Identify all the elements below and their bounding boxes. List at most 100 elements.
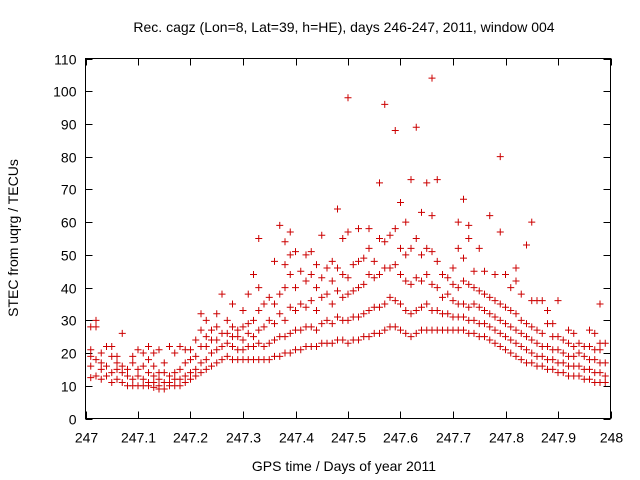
data-point (575, 339, 583, 347)
data-point (155, 375, 163, 383)
data-point (155, 346, 163, 354)
data-point (491, 313, 499, 321)
data-point (97, 349, 105, 357)
data-point (328, 339, 336, 347)
y-axis-label: STEC from uqrg / TECUs (5, 159, 21, 317)
data-point (433, 176, 441, 184)
data-point (376, 179, 383, 187)
plot-frame (85, 58, 611, 419)
data-point (271, 257, 278, 265)
data-point (229, 323, 236, 331)
data-point (586, 365, 593, 373)
data-point (250, 333, 257, 341)
data-point (202, 343, 210, 350)
data-point (370, 257, 378, 265)
data-point (92, 356, 100, 364)
data-point (87, 362, 95, 370)
data-point (496, 228, 504, 236)
data-point (491, 271, 499, 278)
data-point (297, 300, 305, 308)
data-point (234, 326, 242, 334)
data-point (528, 359, 536, 367)
chart-title: Rec. cagz (Lon=8, Lat=39, h=HE), days 24… (133, 19, 554, 35)
data-point (460, 300, 467, 308)
x-tick-label: 247.3 (226, 430, 261, 446)
data-point (344, 94, 352, 102)
data-point (454, 284, 462, 292)
data-point (328, 277, 336, 285)
data-point (108, 343, 116, 350)
data-point (171, 349, 179, 357)
data-point (187, 346, 194, 354)
data-point (423, 179, 431, 187)
data-point (349, 287, 357, 295)
data-point (276, 290, 284, 298)
data-point (565, 339, 572, 347)
data-point (507, 349, 515, 357)
data-point (344, 316, 352, 324)
data-point (265, 356, 273, 364)
data-point (559, 369, 567, 377)
data-point (349, 261, 357, 269)
data-point (255, 307, 263, 314)
data-point (418, 303, 425, 311)
data-point (507, 336, 515, 344)
x-tick-label: 247.9 (541, 430, 576, 446)
data-point (150, 379, 158, 386)
data-point (360, 280, 368, 288)
data-point (502, 346, 509, 354)
data-point (428, 248, 436, 256)
data-point (176, 343, 184, 350)
data-point (512, 264, 520, 272)
data-point (313, 343, 320, 350)
data-point (481, 320, 488, 328)
axis-ticks (85, 58, 612, 420)
data-point (496, 329, 504, 337)
data-point (502, 303, 509, 311)
data-point (218, 290, 226, 298)
data-point (439, 293, 446, 301)
data-point (391, 297, 399, 305)
data-point (481, 307, 488, 314)
data-point (244, 290, 252, 298)
data-point (460, 313, 467, 321)
data-point (271, 336, 278, 344)
data-point (465, 235, 473, 242)
data-point (407, 244, 415, 252)
data-point (187, 356, 194, 364)
data-point (460, 254, 467, 262)
data-point (444, 310, 452, 318)
data-point (386, 264, 394, 272)
data-point (365, 271, 373, 278)
data-point (402, 329, 410, 337)
data-point (544, 343, 551, 350)
data-point (97, 359, 105, 367)
data-point (554, 333, 562, 341)
data-point (376, 303, 383, 311)
data-point (381, 300, 389, 308)
data-point (559, 336, 567, 344)
data-point (113, 352, 121, 360)
data-point (365, 244, 373, 252)
data-point (407, 176, 415, 184)
data-point (318, 293, 326, 301)
data-point (486, 293, 494, 301)
data-point (213, 310, 221, 318)
y-tick-label: 80 (61, 150, 77, 166)
x-tick-label: 247.2 (173, 430, 208, 446)
data-point (92, 372, 100, 380)
data-point (292, 284, 299, 292)
data-point (344, 290, 352, 298)
data-point (192, 352, 200, 360)
data-point (470, 329, 478, 337)
data-point (150, 362, 158, 370)
data-point (428, 212, 436, 220)
data-point (376, 235, 383, 242)
data-point (433, 284, 441, 292)
data-point (255, 326, 263, 334)
data-point (549, 365, 557, 373)
data-point (160, 359, 168, 367)
y-tick-label: 60 (61, 215, 77, 231)
data-point (381, 100, 389, 108)
data-point (449, 280, 457, 288)
